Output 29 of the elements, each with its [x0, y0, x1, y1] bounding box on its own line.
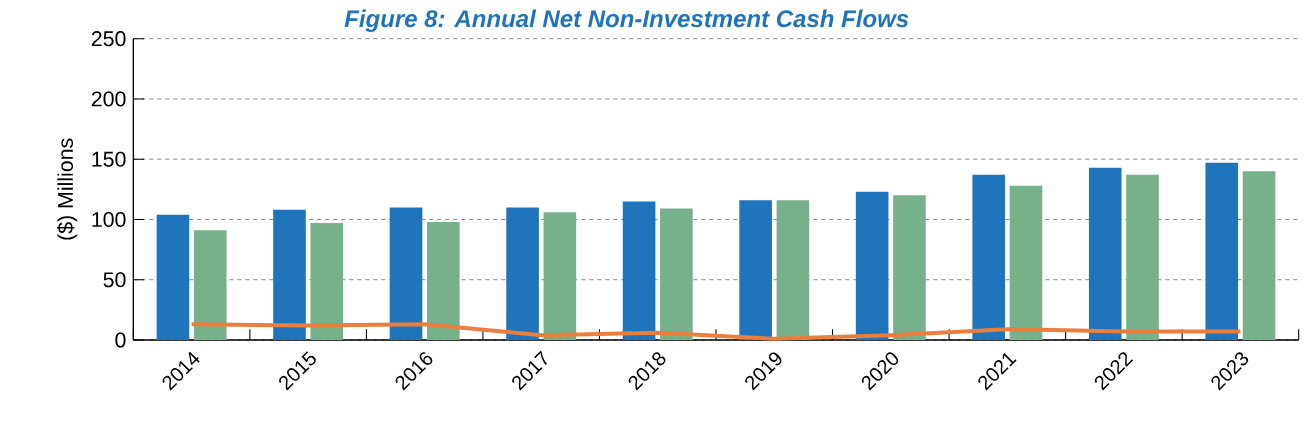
y-tick-label: 200 — [91, 91, 126, 107]
bar — [893, 195, 926, 340]
line-series — [189, 322, 1243, 341]
chart-title: Figure 8: Annual Net Non-Investment Cash Flows — [344, 9, 909, 32]
bar — [273, 209, 306, 340]
bar — [193, 230, 227, 340]
bar — [1242, 171, 1276, 340]
bar — [776, 200, 810, 340]
bar — [427, 221, 460, 340]
y-tick-label: 250 — [91, 31, 126, 47]
bar — [389, 207, 423, 340]
bar — [310, 223, 344, 340]
bar — [1088, 167, 1122, 340]
bar — [660, 208, 693, 340]
bar — [506, 207, 539, 340]
y-axis-title: ($) Millions — [57, 138, 78, 240]
y-tick-label: 150 — [92, 151, 126, 167]
bar — [972, 174, 1006, 340]
bar — [1126, 174, 1159, 340]
bar — [543, 212, 577, 340]
y-tick-label: 0 — [115, 332, 126, 348]
bar — [1009, 185, 1043, 340]
bar — [855, 191, 889, 340]
y-tick-label: 100 — [92, 211, 126, 228]
bar — [1205, 162, 1239, 340]
bar — [156, 214, 190, 340]
y-tick-label: 50 — [103, 272, 126, 288]
bar — [739, 200, 772, 340]
bar — [622, 201, 656, 340]
